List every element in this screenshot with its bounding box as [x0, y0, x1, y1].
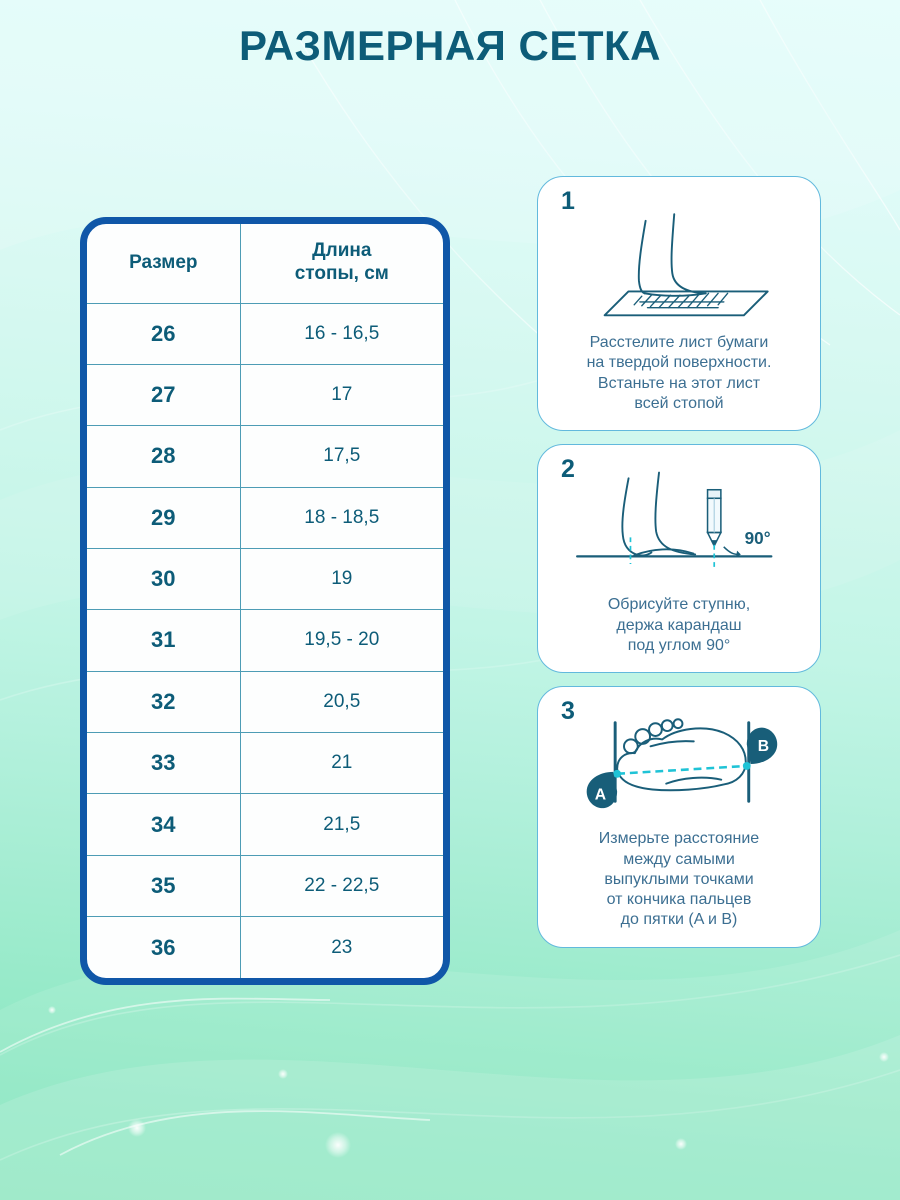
table-header-row: Размер Длина стопы, см — [87, 224, 443, 303]
angle-label-90: 90° — [745, 529, 771, 548]
page-title: РАЗМЕРНАЯ СЕТКА — [239, 22, 661, 69]
cell-size: 29 — [87, 486, 241, 549]
table-header: Размер Длина стопы, см — [87, 224, 443, 303]
cell-length: 20,5 — [239, 670, 443, 733]
table-row: 33 21 — [87, 732, 443, 794]
cell-size: 27 — [87, 363, 241, 426]
cell-size: 32 — [87, 670, 241, 733]
step-card-3: 3 — [537, 686, 821, 948]
step-number-1: 1 — [561, 187, 575, 215]
pencil-icon — [706, 489, 723, 548]
cell-length: 23 — [239, 916, 443, 978]
column-header-length-line1: Длина — [312, 240, 372, 262]
cell-size: 31 — [87, 609, 241, 672]
footprint-measure-icon: A B — [586, 718, 778, 809]
foot-on-paper-icon — [603, 213, 769, 317]
table-row: 27 17 — [87, 363, 443, 426]
cell-size: 26 — [87, 302, 241, 365]
column-header-size: Размер — [129, 251, 198, 273]
table-row: 26 16 - 16,5 — [87, 302, 443, 365]
step-number-3: 3 — [561, 697, 575, 726]
foot-profile-pencil-icon: 90° — [576, 471, 773, 569]
table-row: 36 23 — [87, 916, 443, 978]
size-chart-table: Размер Длина стопы, см 26 16 - 16,5 27 17 28… — [87, 224, 443, 978]
table-row: 30 19 — [87, 547, 443, 610]
cell-size: 30 — [87, 547, 241, 610]
step-caption-3: Измерьте расстояние между самыми выпуклы… — [598, 830, 760, 929]
measure-line — [613, 762, 751, 778]
table-row: 34 21,5 — [87, 793, 443, 856]
cell-length: 21,5 — [239, 793, 443, 856]
cell-size: 33 — [87, 732, 241, 794]
step-card-1: 1 — [537, 176, 821, 432]
step-number-2: 2 — [561, 455, 575, 484]
step-caption-1: Расстелите лист бумаги на твердой поверх… — [586, 334, 772, 412]
column-header-length: Длина стопы, см — [239, 224, 443, 303]
cell-size: 28 — [87, 425, 241, 488]
table-row: 28 17,5 — [87, 425, 443, 488]
marker-b-label: B — [758, 738, 769, 755]
step-caption-2: Обрисуйте ступню, держа карандаш под угл… — [607, 596, 751, 654]
cell-length: 17,5 — [239, 425, 443, 488]
column-header-length-line2: стопы, см — [294, 263, 389, 285]
table-body: 26 16 - 16,5 27 17 28 17,5 29 18 - 18,5 30 19 31 19… — [87, 302, 443, 978]
cell-length: 19,5 - 20 — [239, 609, 443, 672]
cell-length: 17 — [239, 363, 443, 426]
table-row: 32 20,5 — [87, 670, 443, 733]
cell-length: 21 — [239, 732, 443, 794]
cell-size: 36 — [87, 916, 241, 978]
table-row: 31 19,5 - 20 — [87, 609, 443, 672]
marker-b: B — [746, 727, 778, 765]
table-row: 35 22 - 22,5 — [87, 854, 443, 917]
cell-length: 22 - 22,5 — [239, 854, 443, 917]
table-row: 29 18 - 18,5 — [87, 486, 443, 549]
cell-size: 35 — [87, 854, 241, 917]
cell-length: 18 - 18,5 — [239, 486, 443, 549]
cell-size: 34 — [87, 793, 241, 856]
marker-a-label: A — [595, 787, 606, 804]
marker-a: A — [586, 772, 618, 809]
step-card-2: 2 — [537, 444, 821, 674]
cell-length: 16 - 16,5 — [239, 302, 443, 365]
cell-length: 19 — [239, 547, 443, 610]
measurement-steps: 1 — [537, 176, 821, 948]
size-chart-table-card: Размер Длина стопы, см 26 16 - 16,5 27 17 28… — [80, 217, 450, 985]
